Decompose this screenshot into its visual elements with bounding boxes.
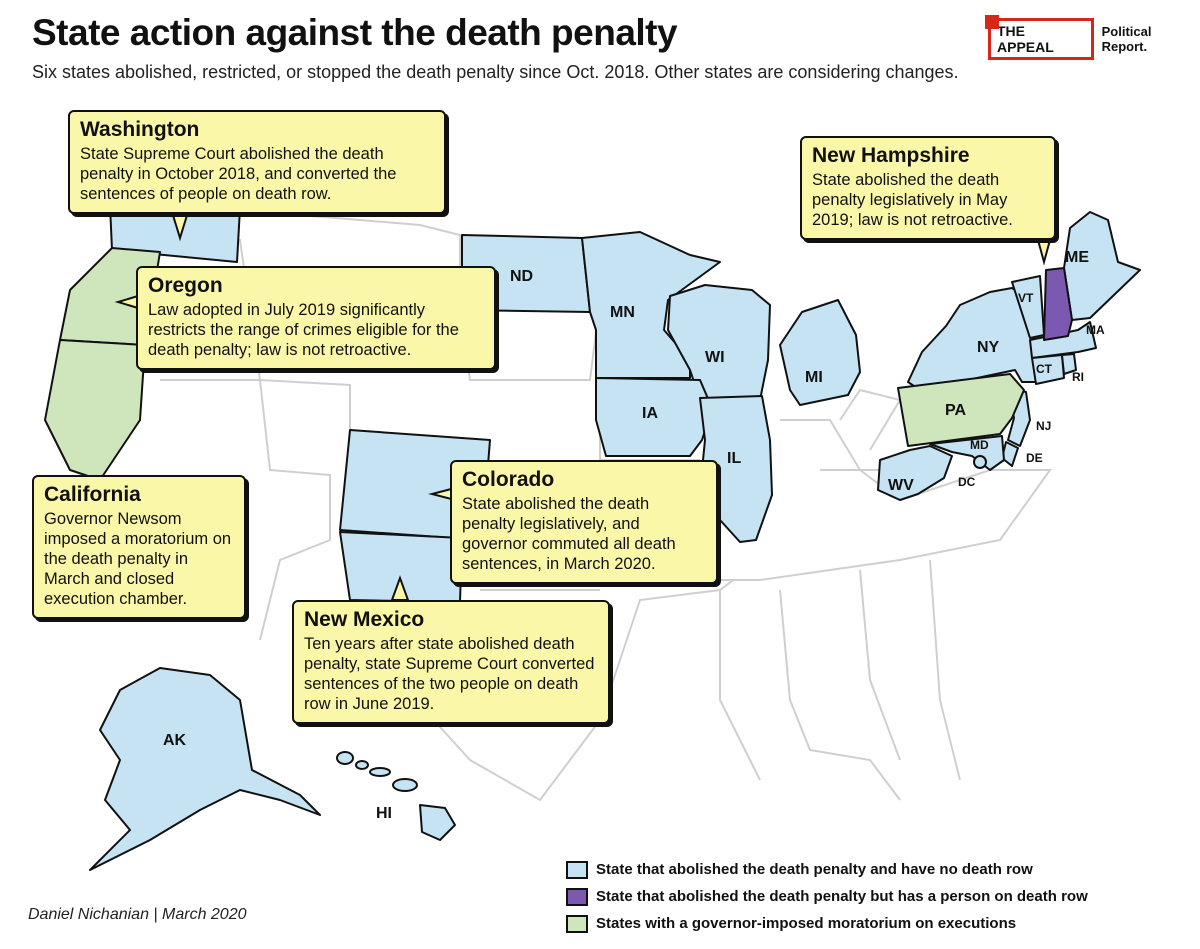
legend-label-death-row: State that abolished the death penalty b… xyxy=(596,888,1088,905)
legend-item-death-row: State that abolished the death penalty b… xyxy=(566,883,1088,910)
label-ak: AK xyxy=(163,732,187,749)
label-dc: DC xyxy=(958,475,976,489)
callout-colorado-title: Colorado xyxy=(462,468,555,491)
callout-new-mexico-title: New Mexico xyxy=(304,608,425,631)
label-ma: MA xyxy=(1086,323,1105,337)
callout-colorado: Colorado State abolished the death penal… xyxy=(450,460,718,584)
logo-suffix: Political Report. xyxy=(1101,24,1152,54)
logo-brand: THE APPEAL xyxy=(985,15,1094,60)
label-wi: WI xyxy=(705,349,725,366)
state-maine xyxy=(1063,211,1141,321)
label-me: ME xyxy=(1065,249,1089,266)
abolished-states xyxy=(89,204,1141,871)
state-california xyxy=(44,339,146,481)
state-connecticut xyxy=(1031,354,1065,385)
legend-swatch-death-row xyxy=(566,887,588,906)
state-alaska xyxy=(89,667,321,871)
label-hi: HI xyxy=(376,805,392,822)
label-vt: VT xyxy=(1018,291,1034,305)
legend-item-moratorium: States with a governor-imposed moratoriu… xyxy=(566,910,1088,937)
label-mi: MI xyxy=(805,369,823,386)
state-iowa xyxy=(595,377,713,457)
callout-new-hampshire-title: New Hampshire xyxy=(812,144,970,167)
state-new-hampshire xyxy=(1043,267,1073,341)
callout-california-title: California xyxy=(44,483,141,506)
label-il: IL xyxy=(727,450,741,467)
label-ia: IA xyxy=(642,405,658,422)
state-hawaii xyxy=(336,751,456,841)
callout-new-hampshire: New Hampshire State abolished the death … xyxy=(800,136,1056,240)
callout-new-hampshire-text: State abolished the death penalty legisl… xyxy=(812,171,1013,229)
callout-oregon-text: Law adopted in July 2019 significantly r… xyxy=(148,301,459,359)
legend-label-moratorium: States with a governor-imposed moratoriu… xyxy=(596,915,1017,932)
callout-washington-title: Washington xyxy=(80,118,200,141)
label-md: MD xyxy=(970,438,989,452)
callout-california: California Governor Newsom imposed a mor… xyxy=(32,475,246,619)
moratorium-states xyxy=(44,247,1025,481)
callout-washington: Washington State Supreme Court abolished… xyxy=(68,110,446,214)
label-nd: ND xyxy=(510,268,533,285)
map-legend: State that abolished the death penalty a… xyxy=(566,856,1088,937)
state-wisconsin xyxy=(667,284,771,401)
callout-washington-text: State Supreme Court abolished the death … xyxy=(80,145,397,203)
author-credit: Daniel Nichanian | March 2020 xyxy=(28,906,247,923)
state-rhode-island xyxy=(1061,353,1077,375)
callout-california-text: Governor Newsom imposed a moratorium on … xyxy=(44,510,232,608)
brand-logo: THE APPEAL Political Report. xyxy=(985,15,1200,60)
state-labels: ND MN WI IA IL MI NY VT ME MA CT RI PA N… xyxy=(163,249,1105,822)
label-ct: CT xyxy=(1036,362,1053,376)
state-michigan xyxy=(779,299,861,406)
label-nj: NJ xyxy=(1036,419,1051,433)
callout-oregon-title: Oregon xyxy=(148,274,223,297)
state-dc xyxy=(973,455,987,469)
label-ri: RI xyxy=(1072,370,1084,384)
legend-label-abolished: State that abolished the death penalty a… xyxy=(596,861,1033,878)
callout-oregon: Oregon Law adopted in July 2019 signific… xyxy=(136,266,496,370)
callout-new-mexico-text: Ten years after state abolished death pe… xyxy=(304,635,595,713)
label-mn: MN xyxy=(610,304,635,321)
label-wv: WV xyxy=(888,477,914,494)
legend-swatch-abolished xyxy=(566,860,588,879)
callout-colorado-text: State abolished the death penalty legisl… xyxy=(462,495,676,573)
page-subtitle: Six states abolished, restricted, or sto… xyxy=(32,62,959,82)
label-ny: NY xyxy=(977,339,1000,356)
callout-new-mexico: New Mexico Ten years after state abolish… xyxy=(292,600,610,724)
state-west-virginia xyxy=(877,445,953,501)
label-de: DE xyxy=(1026,451,1043,465)
state-pennsylvania xyxy=(897,373,1025,447)
state-illinois xyxy=(699,395,773,543)
label-pa: PA xyxy=(945,402,966,419)
legend-swatch-moratorium xyxy=(566,914,588,933)
legend-item-abolished: State that abolished the death penalty a… xyxy=(566,856,1088,883)
page-title: State action against the death penalty xyxy=(32,12,678,53)
